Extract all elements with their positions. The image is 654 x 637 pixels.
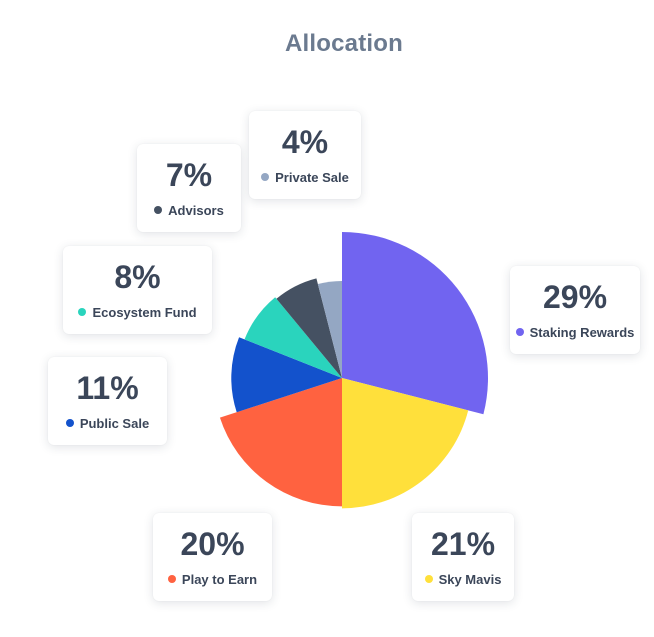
value-label: 20% [180,525,245,562]
value-label: 7% [165,156,213,193]
legend-dot [261,173,270,181]
value-label: 4% [281,123,329,160]
legend-label: Staking Rewards [529,324,635,340]
pie-slice-private-sale [317,281,342,378]
value-label: 11% [76,369,139,406]
legend-dot [424,575,433,583]
legend-label: Public Sale [79,415,150,431]
legend-label: Sky Mavis [438,571,502,587]
legend-dot [154,206,163,214]
pie-slice-staking-rewards [342,232,488,415]
legend-dot [515,328,524,336]
legend-label: Ecosystem Fund [92,304,197,320]
legend-dot [78,308,87,316]
legend-dot [65,419,74,427]
card-staking-rewards: 29% Staking Rewards [510,266,640,354]
value-label: 21% [430,525,496,562]
chart-title: Allocation [284,30,403,57]
pie-slice-advisors [276,278,342,378]
card-play-to-earn: 20% Play to Earn [153,513,272,601]
pie-slice-public-sale [231,337,342,413]
value-label: 29% [542,278,608,315]
card-sky-mavis: 21% Sky Mavis [412,513,514,601]
legend-label: Advisors [168,202,224,218]
card-public-sale: 11% Public Sale [48,357,167,445]
card-advisors: 7% Advisors [137,144,241,232]
pie-slice-sky-mavis [342,378,469,509]
legend-dot [167,575,176,583]
card-ecosystem-fund: 8% Ecosystem Fund [63,246,212,334]
pie-slice-play-to-earn [219,378,342,507]
legend-label: Private Sale [275,169,349,185]
value-label: 8% [114,258,161,295]
pie-slice-ecosystem-fund [244,297,342,378]
card-private-sale: 4% Private Sale [249,111,361,199]
legend-label: Play to Earn [181,571,258,587]
